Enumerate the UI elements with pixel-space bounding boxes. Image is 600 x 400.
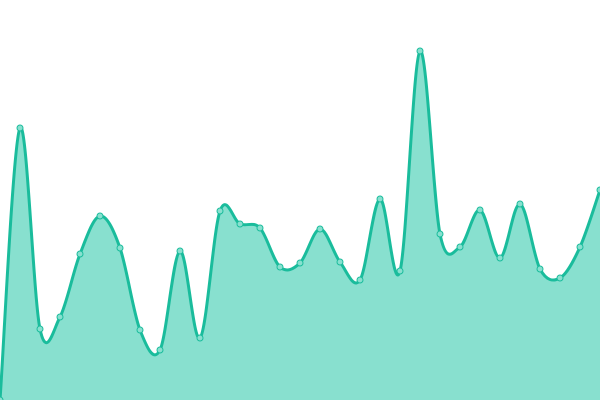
data-point-23 [456, 243, 464, 251]
data-point-17 [336, 258, 344, 266]
data-point-15 [296, 259, 304, 267]
data-point-7 [136, 326, 144, 334]
data-point-18 [356, 276, 364, 284]
data-markers [0, 47, 600, 400]
data-point-6 [116, 244, 124, 252]
data-point-30 [596, 186, 600, 194]
data-point-12 [236, 220, 244, 228]
data-point-9 [176, 247, 184, 255]
data-point-8 [156, 346, 164, 354]
data-point-2 [36, 325, 44, 333]
data-point-10 [196, 334, 204, 342]
data-point-4 [76, 250, 84, 258]
data-point-14 [276, 263, 284, 271]
data-point-28 [556, 274, 564, 282]
data-point-0 [0, 396, 4, 400]
data-point-24 [476, 206, 484, 214]
data-point-13 [256, 224, 264, 232]
data-point-29 [576, 243, 584, 251]
data-point-22 [436, 230, 444, 238]
data-point-21 [416, 47, 424, 55]
data-point-20 [396, 267, 404, 275]
data-point-27 [536, 265, 544, 273]
data-point-16 [316, 225, 324, 233]
data-point-3 [56, 313, 64, 321]
data-point-11 [216, 207, 224, 215]
data-point-26 [516, 200, 524, 208]
area-fill [0, 50, 600, 400]
data-point-1 [16, 124, 24, 132]
data-point-25 [496, 254, 504, 262]
data-point-5 [96, 212, 104, 220]
data-point-19 [376, 195, 384, 203]
